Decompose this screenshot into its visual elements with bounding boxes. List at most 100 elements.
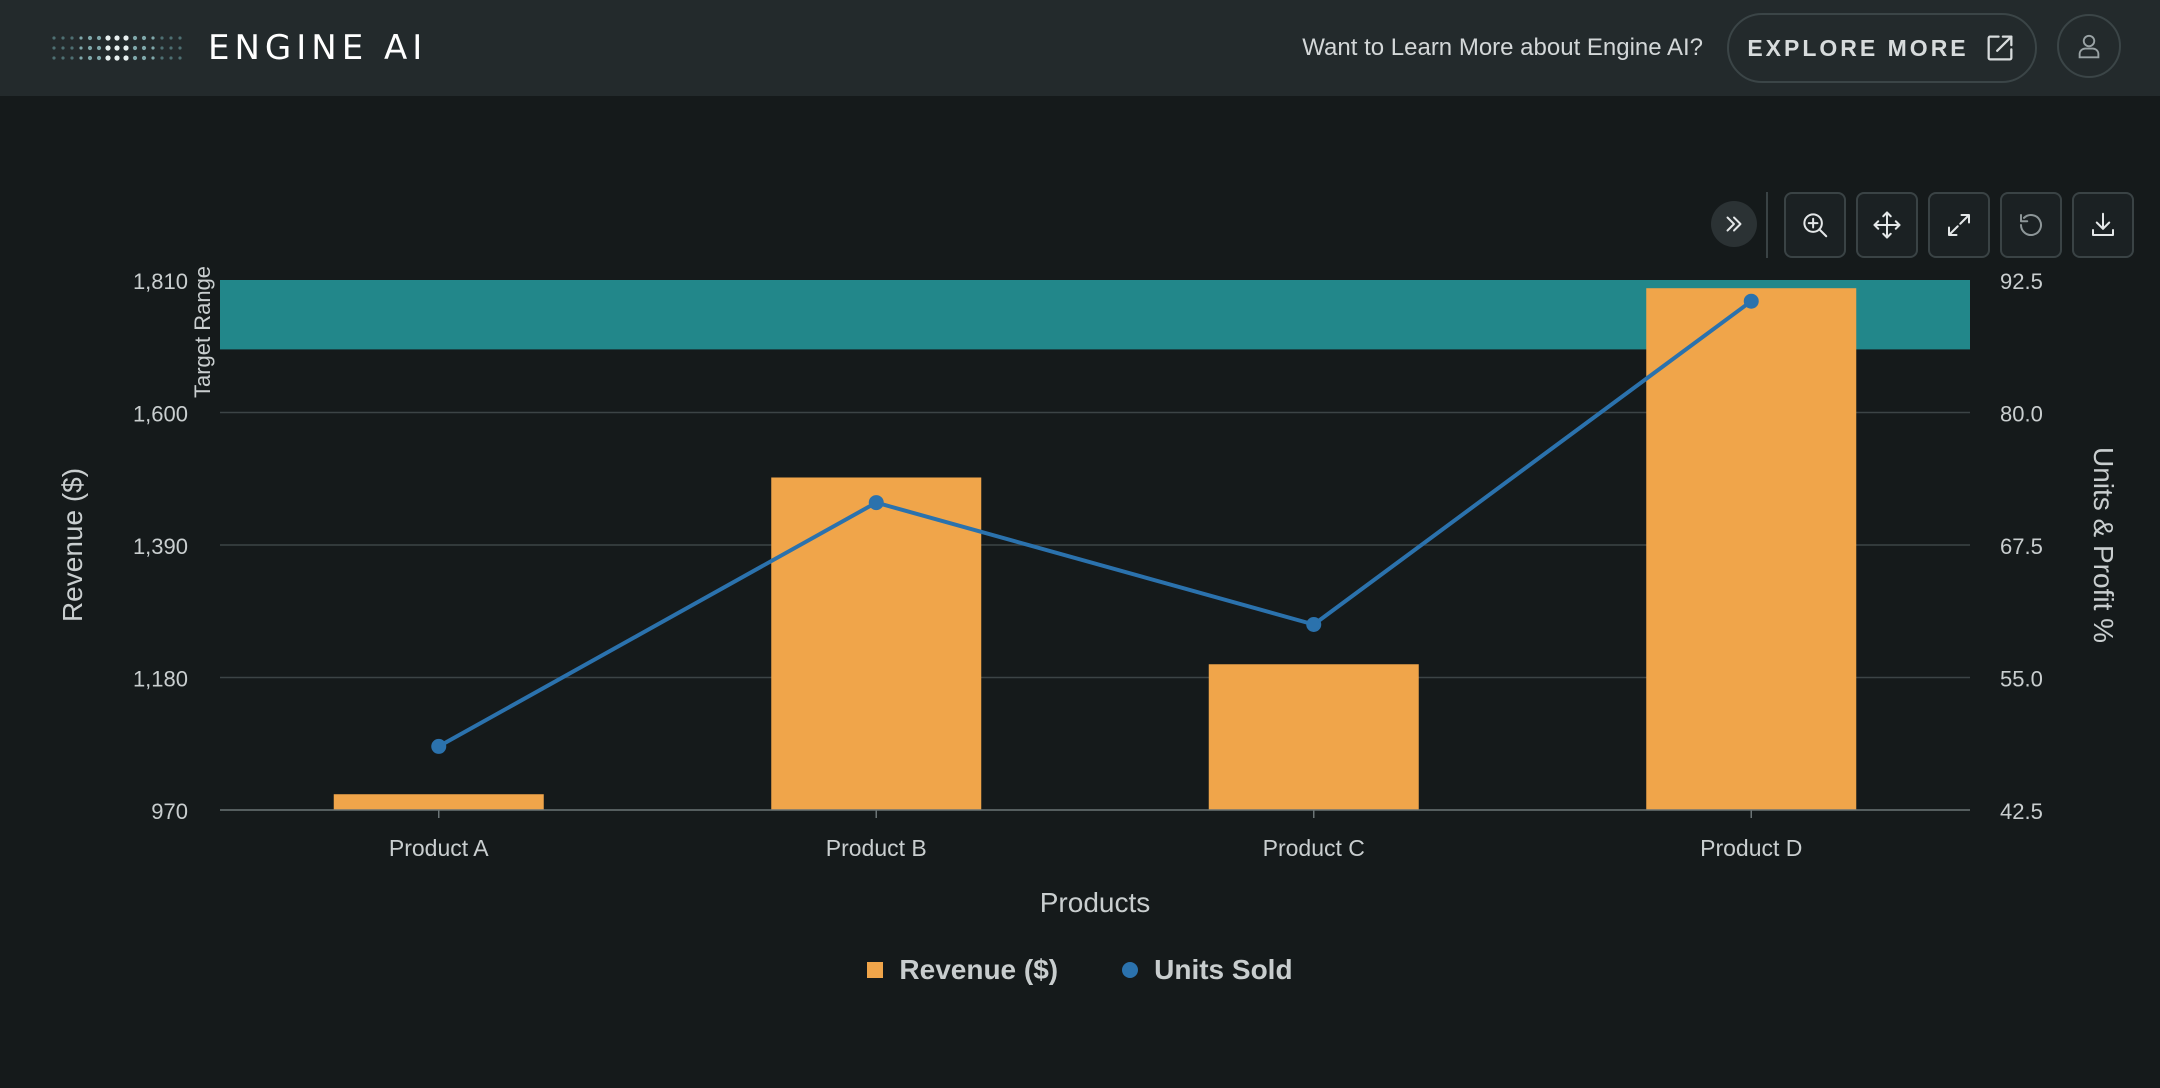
- x-tick-label: Product B: [826, 835, 927, 861]
- logo-dot: [132, 55, 138, 61]
- user-account-button[interactable]: [2057, 14, 2121, 78]
- y2-tick-label: 55.0: [2000, 667, 2043, 692]
- logo-dot: [141, 55, 147, 61]
- bar-product-a: [333, 794, 544, 810]
- y2-tick-label: 92.5: [2000, 269, 2043, 294]
- logo-dot: [169, 56, 173, 60]
- logo-dot: [114, 55, 120, 61]
- collapse-icon: [1726, 216, 1742, 232]
- download-icon: [2092, 212, 2114, 236]
- units-sold-point-product-c: [1306, 617, 1322, 632]
- y2-tick-label: 80.0: [2000, 402, 2043, 427]
- logo-dot: [114, 45, 120, 51]
- logo-dot: [96, 45, 102, 51]
- logo-dot: [178, 56, 182, 60]
- units-sold-point-product-b: [868, 495, 884, 511]
- logo-dot: [52, 56, 56, 60]
- logo-dot: [61, 36, 65, 40]
- chart-legend: Revenue ($) Units Sold: [0, 948, 2160, 992]
- logo-dot: [105, 45, 111, 51]
- target-range-label: Target Range: [190, 266, 215, 398]
- fullscreen-icon: [1948, 214, 1970, 236]
- legend-swatch-revenue: [867, 962, 884, 978]
- logo-dot: [141, 35, 147, 41]
- y-tick-label: 1,390: [133, 534, 188, 559]
- y-tick-label: 970: [151, 799, 188, 824]
- logo-dot: [123, 35, 129, 41]
- logo-dot: [52, 46, 56, 50]
- logo-dot: [79, 46, 83, 50]
- explore-more-label: EXPLORE MORE: [1747, 34, 1969, 61]
- legend-item-revenue[interactable]: Revenue ($): [867, 954, 1058, 986]
- x-tick-label: Product D: [1700, 835, 1802, 861]
- x-tick-label: Product C: [1263, 835, 1365, 861]
- y2-tick-label: 67.5: [2000, 534, 2043, 559]
- zoom-button[interactable]: [1784, 192, 1846, 258]
- pan-button[interactable]: [1856, 192, 1918, 258]
- y-axis-title: Revenue ($): [57, 468, 88, 622]
- logo-dot: [123, 45, 129, 51]
- units-sold-point-product-d: [1743, 293, 1759, 309]
- toolbar-divider: [1766, 192, 1768, 258]
- legend-item-units[interactable]: Units Sold: [1122, 954, 1293, 986]
- logo-dot: [169, 36, 173, 40]
- logo-dot: [87, 45, 93, 51]
- logo-dot: [105, 35, 111, 41]
- units-sold-line: [437, 299, 1753, 749]
- logo-dot: [87, 55, 93, 61]
- legend-swatch-units: [1122, 962, 1139, 978]
- x-axis-title: Products: [1040, 887, 1151, 918]
- logo-dot: [61, 46, 65, 50]
- bar-product-b: [771, 477, 982, 810]
- brand-logo-text: ENGINE AI: [208, 28, 428, 68]
- bar-product-d: [1646, 288, 1857, 810]
- reset-icon: [2020, 214, 2042, 237]
- y-tick-label: 1,600: [133, 402, 188, 427]
- bar-product-c: [1208, 664, 1419, 810]
- zoom-icon: [1803, 213, 1828, 238]
- fullscreen-button[interactable]: [1928, 192, 1990, 258]
- logo-dot: [96, 55, 102, 61]
- logo-dot: [96, 35, 102, 41]
- logo-dot: [52, 36, 56, 40]
- user-icon: [2078, 34, 2100, 59]
- logo-dot: [105, 55, 111, 61]
- logo-dot: [160, 36, 164, 40]
- legend-label-units: Units Sold: [1154, 954, 1293, 985]
- logo-dot: [160, 56, 164, 60]
- logo-dot: [160, 46, 164, 50]
- logo-dot: [132, 45, 138, 51]
- logo-dot: [151, 46, 155, 50]
- logo-dot: [70, 36, 74, 40]
- promo-text: Want to Learn More about Engine AI?: [1302, 34, 1703, 61]
- y2-axis-title: Units & Profit %: [2088, 447, 2119, 643]
- logo-dot: [87, 35, 93, 41]
- logo-dot: [151, 56, 155, 60]
- logo-dot: [151, 36, 155, 40]
- external-link-icon: [1987, 35, 2013, 61]
- y-tick-label: 1,810: [133, 269, 188, 294]
- explore-more-button[interactable]: EXPLORE MORE: [1727, 13, 2037, 83]
- x-tick-label: Product A: [389, 835, 489, 861]
- logo-dot: [79, 56, 83, 60]
- logo-dot: [114, 35, 120, 41]
- logo-dot: [70, 46, 74, 50]
- logo-dot: [132, 35, 138, 41]
- units-sold-point-product-a: [431, 738, 447, 754]
- y2-tick-label: 42.5: [2000, 799, 2043, 824]
- pan-icon: [1873, 211, 1901, 239]
- logo-dot: [178, 36, 182, 40]
- logo-dot: [169, 46, 173, 50]
- logo-dot: [70, 56, 74, 60]
- logo-dot: [178, 46, 182, 50]
- logo-dot: [61, 56, 65, 60]
- legend-label-revenue: Revenue ($): [899, 954, 1059, 985]
- logo-dots-icon: [52, 35, 182, 61]
- download-button[interactable]: [2072, 192, 2134, 258]
- logo-dot: [79, 36, 83, 40]
- collapse-toolbar-button[interactable]: [1711, 201, 1757, 247]
- reset-button[interactable]: [2000, 192, 2062, 258]
- top-bar: ENGINE AI Want to Learn More about Engin…: [0, 0, 2160, 96]
- logo-dot: [141, 45, 147, 51]
